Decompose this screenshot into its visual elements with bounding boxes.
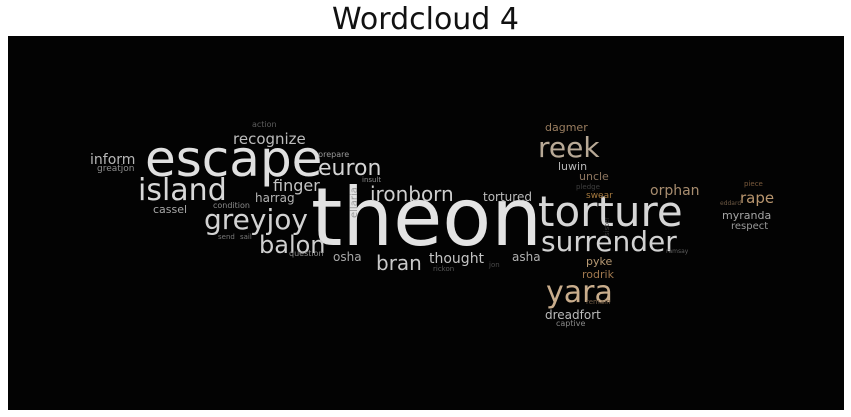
word-recognize: recognize bbox=[233, 130, 306, 148]
word-greatjon: greatjon bbox=[97, 164, 135, 174]
word-torture: torture bbox=[538, 187, 683, 236]
word-rickon: rickon bbox=[433, 265, 455, 273]
word-pledge: pledge bbox=[576, 183, 600, 191]
word-question: question bbox=[289, 249, 324, 258]
word-ironborn: ironborn bbox=[370, 182, 454, 206]
word-prepare: prepare bbox=[318, 150, 350, 159]
word-jon: jon bbox=[489, 261, 500, 269]
word-island: island bbox=[138, 173, 227, 208]
word-cassel: cassel bbox=[153, 203, 188, 216]
word-dagmer: dagmer bbox=[545, 121, 588, 134]
word-respect: respect bbox=[731, 221, 769, 232]
word-condition: condition bbox=[213, 201, 250, 210]
word-escape: escape bbox=[145, 130, 323, 188]
word-ramsay: ramsay bbox=[666, 248, 689, 255]
chart-title: Wordcloud 4 bbox=[332, 2, 519, 37]
word-rape: rape bbox=[740, 189, 775, 207]
word-yara: yara bbox=[546, 275, 613, 310]
word-sail: sail bbox=[240, 233, 252, 241]
word-bran: bran bbox=[376, 251, 422, 275]
word-orphan: orphan bbox=[650, 183, 700, 199]
word-inform: inform bbox=[90, 152, 136, 168]
word-thought: thought bbox=[429, 251, 485, 267]
word-action: action bbox=[252, 120, 277, 129]
word-rodrik: rodrik bbox=[582, 268, 614, 281]
word-uncle: uncle bbox=[579, 170, 609, 183]
word-insult: insult bbox=[362, 176, 382, 184]
word-myranda: myranda bbox=[722, 209, 772, 222]
word-theon: theon bbox=[311, 171, 542, 264]
word-harrag: harrag bbox=[255, 191, 295, 205]
word-swear: swear bbox=[586, 191, 613, 201]
word-eddard: eddard bbox=[720, 200, 742, 207]
word-finger: finger bbox=[273, 176, 320, 195]
word-dreadfort: dreadfort bbox=[545, 308, 601, 322]
word-remain: remain bbox=[586, 298, 611, 306]
word-surrender: surrender bbox=[541, 225, 677, 258]
word-captive: captive bbox=[556, 319, 586, 328]
word-balon: balon bbox=[259, 231, 326, 259]
word-pyke: pyke bbox=[586, 255, 613, 268]
word-luwin: luwin bbox=[558, 160, 588, 173]
wordcloud-panel: theon escape torture island surrender gr… bbox=[8, 36, 844, 410]
word-euron: euron bbox=[318, 156, 382, 181]
word-sister: sister bbox=[603, 216, 611, 236]
word-tortured: tortured bbox=[483, 190, 532, 204]
word-piece: piece bbox=[744, 180, 763, 188]
word-osha: osha bbox=[333, 250, 362, 264]
word-greyjoy: greyjoy bbox=[204, 203, 308, 236]
word-ellaria: ellaria bbox=[349, 187, 360, 218]
word-reek: reek bbox=[538, 131, 600, 164]
word-asha: asha bbox=[512, 250, 541, 264]
word-send: send bbox=[218, 233, 235, 241]
